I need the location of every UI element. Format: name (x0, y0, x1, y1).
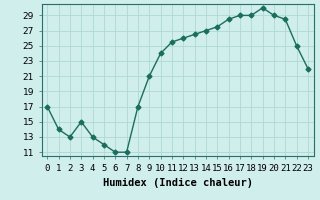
X-axis label: Humidex (Indice chaleur): Humidex (Indice chaleur) (103, 178, 252, 188)
